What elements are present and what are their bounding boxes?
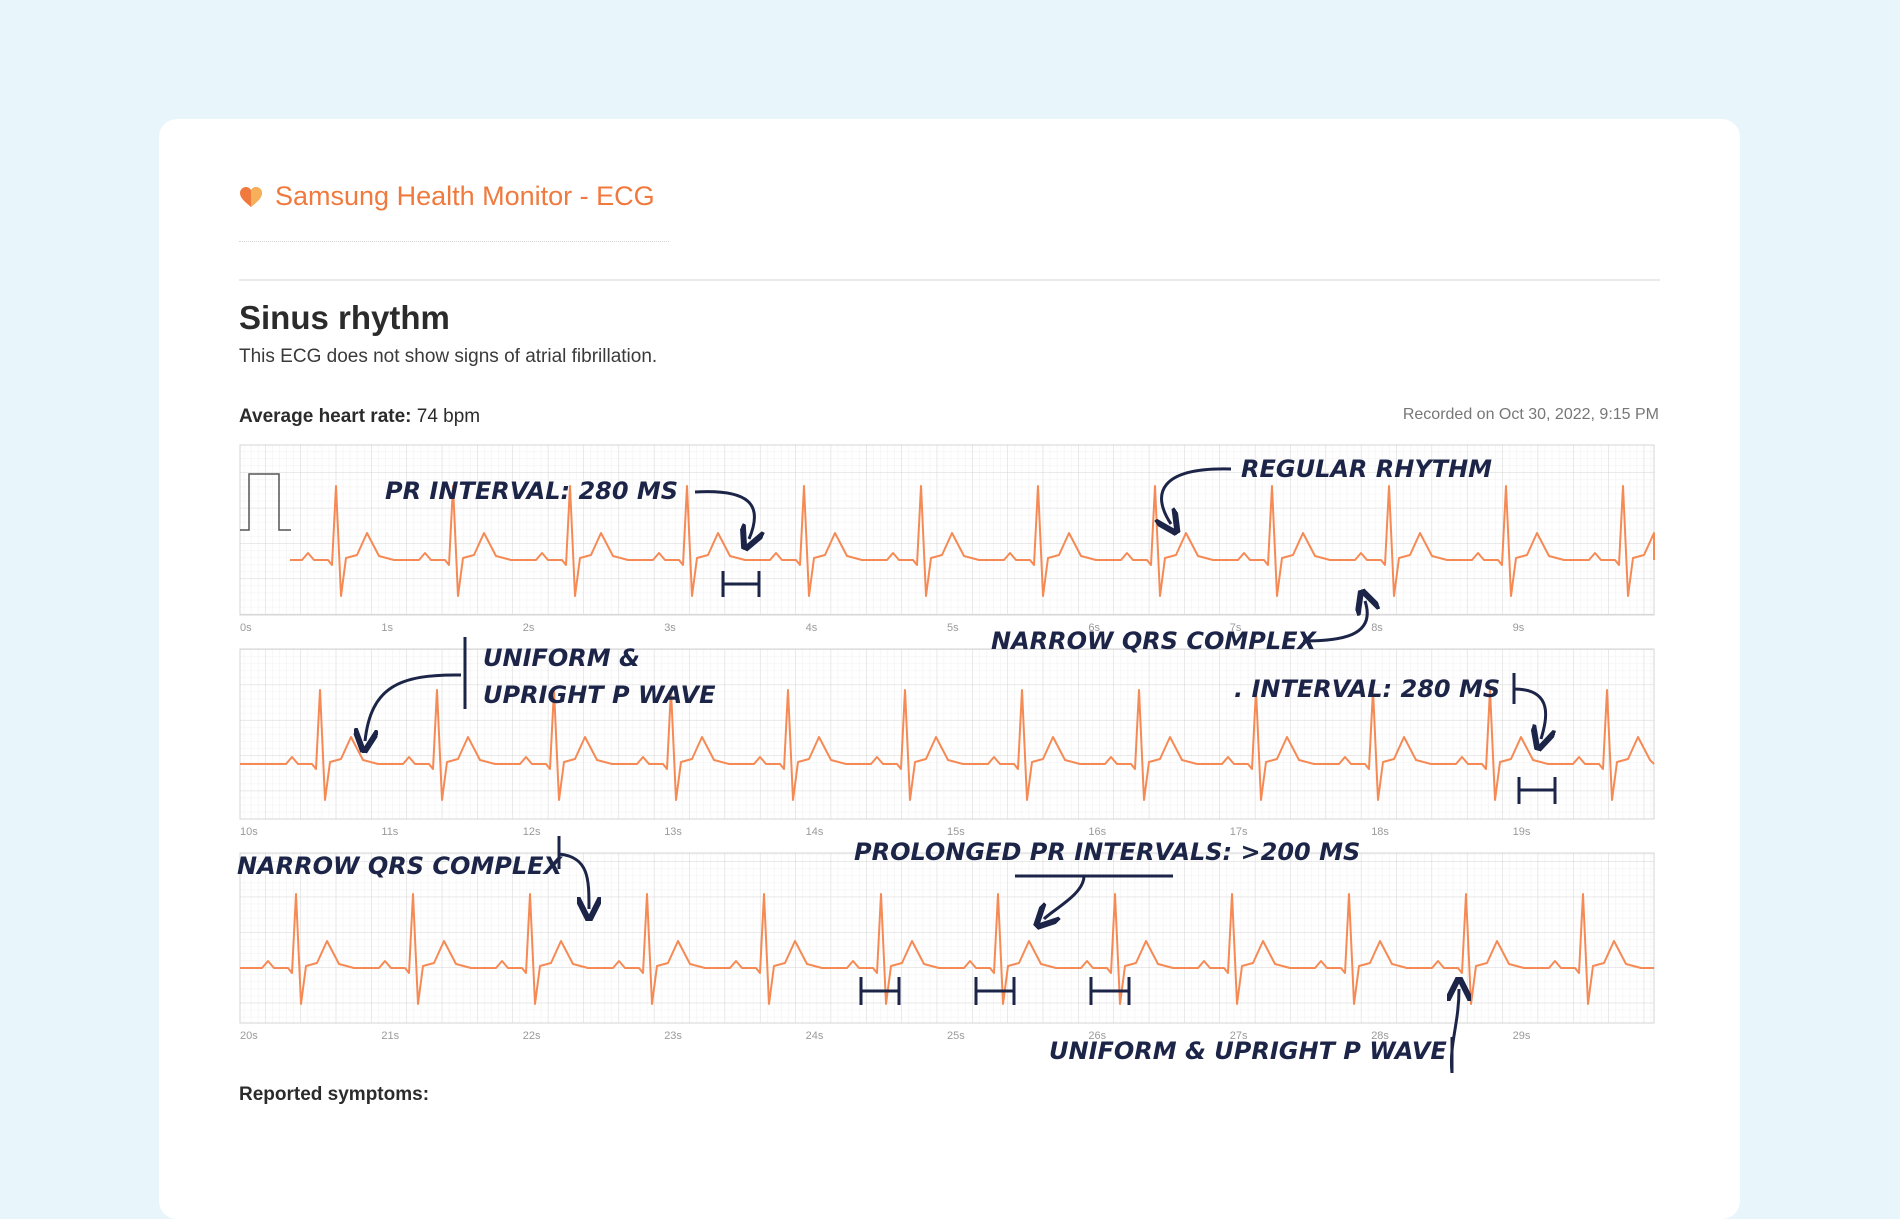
result-description: This ECG does not show signs of atrial f… (239, 346, 658, 367)
time-tick-label: 16s (1088, 826, 1106, 838)
annotation-pr2-text: . INTERVAL: 280 MS (1234, 675, 1500, 703)
ecg-trace (240, 893, 1654, 1005)
annotation-regular-text: REGULAR RHYTHM (1241, 455, 1492, 483)
time-tick-label: 27s (1230, 1030, 1248, 1042)
brand-header: Samsung Health Monitor - ECG (239, 181, 655, 212)
time-tick-label: 12s (523, 826, 541, 838)
time-tick-label: 19s (1513, 826, 1531, 838)
ecg-report-card: Samsung Health Monitor - ECG Sinus rhyth… (159, 119, 1740, 1219)
ecg-grid (239, 648, 1655, 820)
calibration-pulse (240, 473, 291, 531)
average-heart-rate: Average heart rate: 74 bpm (239, 406, 480, 428)
ecg-grid (239, 852, 1655, 1024)
ecg-strip: 20s 21s 22s 23s 24s 25s 26s 27s 28s 29s (239, 852, 1655, 1042)
time-tick-label: 15s (947, 826, 965, 838)
time-tick-label: 26s (1088, 1030, 1106, 1042)
time-tick-label: 28s (1371, 1030, 1389, 1042)
annotation-uniform1-line2: UPRIGHT P WAVE (483, 681, 716, 709)
time-tick-label: 29s (1513, 1030, 1531, 1042)
time-tick-label: 1s (381, 622, 393, 634)
annotation-prolonged-pr: PROLONGED PR INTERVALS: >200 MS (854, 838, 1360, 1005)
annotation-prolonged-text: PROLONGED PR INTERVALS: >200 MS (854, 838, 1360, 866)
header-divider (239, 279, 1660, 281)
ecg-grid (239, 444, 1655, 616)
time-tick-label: 23s (664, 1030, 682, 1042)
annotation-qrs1-text: NARROW QRS COMPLEX (991, 627, 1318, 655)
time-tick-label: 10s (240, 826, 258, 838)
result-title: Sinus rhythm (239, 299, 450, 336)
time-tick-label: 20s (240, 1030, 258, 1042)
ecg-strips: 0s 1s 2s 3s 4s 5s 6s 7s 8s 9s 10s 11s 12s 13s 14s 15s 16… (239, 444, 1655, 1042)
annotation-qrs2-text: NARROW QRS COMPLEX (237, 852, 564, 880)
annotation-uniform1-line1: UNIFORM & (483, 644, 640, 672)
time-tick-label: 8s (1371, 622, 1383, 634)
time-tick-label: 17s (1230, 826, 1248, 838)
annotation-regular-rhythm: REGULAR RHYTHM (1162, 455, 1492, 524)
ecg-trace (240, 689, 1655, 801)
app-title: Samsung Health Monitor - ECG (275, 181, 655, 211)
heart-rate-value: 74 bpm (411, 406, 481, 427)
annotation-uniform2-text: UNIFORM & UPRIGHT P WAVE (1049, 1037, 1447, 1065)
time-tick-label: 13s (664, 826, 682, 838)
time-tick-label: 22s (523, 1030, 541, 1042)
reported-symptoms-label: Reported symptoms: (239, 1084, 430, 1105)
annotation-pr-interval-2: . INTERVAL: 280 MS (1234, 673, 1557, 804)
time-tick-label: 11s (381, 826, 398, 838)
interval-markers (859, 977, 1131, 1005)
time-tick-label: 24s (806, 1030, 824, 1042)
ecg-trace (290, 485, 1655, 597)
time-tick-label: 3s (664, 622, 676, 634)
time-tick-label: 2s (523, 622, 535, 634)
time-tick-label: 5s (947, 622, 959, 634)
faint-subtitle-line (239, 241, 669, 248)
time-tick-label: 0s (240, 622, 252, 634)
time-tick-label: 21s (381, 1030, 399, 1042)
annotation-narrow-qrs-1: NARROW QRS COMPLEX (991, 601, 1367, 655)
time-tick-label: 9s (1513, 622, 1525, 634)
time-tick-label: 14s (806, 826, 824, 838)
annotation-pr1-text: PR INTERVAL: 280 MS (385, 477, 678, 505)
annotation-uniform-p-wave-1: UNIFORM & UPRIGHT P WAVE (365, 637, 716, 741)
annotation-uniform-p-wave-2: UNIFORM & UPRIGHT P WAVE (1049, 989, 1459, 1074)
annotation-pr-interval-1: PR INTERVAL: 280 MS (385, 477, 759, 597)
time-tick-label: 4s (806, 622, 818, 634)
time-tick-label: 25s (947, 1030, 965, 1042)
time-tick-label: 7s (1230, 622, 1242, 634)
time-tick-label: 18s (1371, 826, 1389, 838)
interval-marker (1517, 777, 1557, 804)
annotation-narrow-qrs-2: NARROW QRS COMPLEX (237, 836, 589, 909)
interval-marker (721, 571, 761, 597)
heart-rate-label: Average heart rate: (239, 406, 412, 427)
ecg-strip: 0s 1s 2s 3s 4s 5s 6s 7s 8s 9s (239, 444, 1655, 634)
ecg-strip: 10s 11s 12s 13s 14s 15s 16s 17s 18s 19s (239, 648, 1655, 838)
time-tick-label: 6s (1088, 622, 1100, 634)
heart-icon (240, 186, 262, 207)
recorded-timestamp: Recorded on Oct 30, 2022, 9:15 PM (1402, 406, 1659, 423)
ecg-chart: 0s 1s 2s 3s 4s 5s 6s 7s 8s 9s 10s 11s 12s 13s 14s 15s 16… (237, 444, 1655, 1074)
